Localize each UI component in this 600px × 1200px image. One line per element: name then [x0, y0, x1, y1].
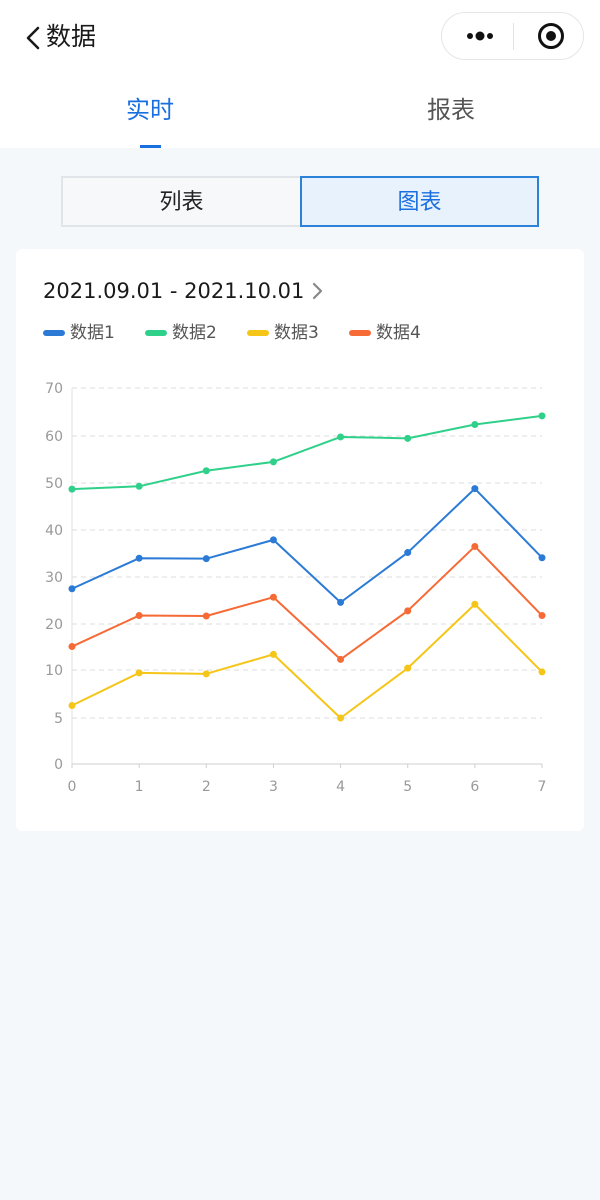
page-title: 数据: [46, 22, 97, 51]
legend-swatch-series3: [247, 330, 269, 336]
data-point-series4: [404, 607, 412, 615]
data-point-series1: [68, 585, 76, 593]
x-tick-label: 6: [470, 779, 479, 795]
series-line-4: [71, 545, 543, 661]
legend-swatch-series4: [349, 330, 371, 336]
data-point-series1: [538, 554, 546, 562]
legend-label: 数据3: [274, 323, 319, 343]
data-point-series4: [269, 593, 277, 601]
chart-card: 2021.09.01 - 2021.10.01 数据1 数据2 数据3 数据4 …: [16, 249, 584, 831]
chevron-right-icon[interactable]: [309, 279, 325, 303]
data-point-series3: [202, 670, 210, 678]
data-point-series2: [135, 482, 143, 490]
y-tick-label: 5: [54, 711, 63, 727]
tab-report[interactable]: 报表: [427, 96, 475, 124]
segment-chart-button[interactable]: 图表: [300, 176, 539, 227]
y-tick-label: 10: [45, 663, 63, 679]
data-point-series2: [68, 485, 76, 493]
data-point-series3: [68, 702, 76, 710]
x-tick-label: 3: [269, 779, 278, 795]
data-point-series2: [404, 434, 412, 442]
date-range-label[interactable]: 2021.09.01 - 2021.10.01: [43, 279, 305, 303]
data-point-series1: [404, 549, 412, 557]
data-point-series1: [471, 485, 479, 493]
legend-label: 数据4: [376, 323, 421, 343]
data-point-series4: [135, 612, 143, 620]
mini-program-capsule: [441, 12, 584, 60]
data-point-series1: [135, 554, 143, 562]
legend-swatch-series2: [145, 330, 167, 336]
target-circle-icon[interactable]: [530, 21, 572, 51]
series-line-1: [71, 487, 543, 604]
data-point-series2: [337, 433, 345, 441]
y-tick-label: 60: [45, 429, 63, 445]
data-point-series3: [135, 669, 143, 677]
y-tick-label: 30: [45, 570, 63, 586]
x-tick-label: 0: [68, 779, 77, 795]
series-line-2: [71, 414, 543, 491]
x-tick-label: 2: [202, 779, 211, 795]
y-tick-label: 70: [45, 381, 63, 397]
data-point-series3: [404, 664, 412, 672]
y-tick-label: 20: [45, 617, 63, 633]
x-tick-label: 4: [336, 779, 345, 795]
data-point-series2: [269, 458, 277, 466]
data-point-series1: [269, 536, 277, 544]
legend-label: 数据2: [172, 323, 217, 343]
data-point-series2: [202, 467, 210, 475]
data-point-series2: [538, 412, 546, 420]
data-point-series4: [68, 643, 76, 651]
data-point-series1: [202, 555, 210, 563]
data-point-series3: [471, 600, 479, 608]
data-point-series2: [471, 420, 479, 428]
x-tick-label: 5: [403, 779, 412, 795]
navigation-bar: 数据: [0, 0, 600, 76]
chevron-left-icon[interactable]: [20, 20, 48, 56]
series-line-3: [71, 603, 543, 719]
y-tick-label: 40: [45, 523, 63, 539]
data-point-series3: [538, 668, 546, 676]
data-point-series4: [337, 655, 345, 663]
more-dots-icon[interactable]: [456, 21, 512, 51]
line-chart: 0 5 10 20 30 40 50 60 70 0 1 2 3 4 5 6 7: [45, 381, 547, 795]
legend-swatch-series1: [43, 330, 65, 336]
data-point-series4: [538, 612, 546, 620]
data-point-series3: [269, 650, 277, 658]
top-tabs: 实时 报表: [0, 76, 600, 148]
x-tick-label: 7: [538, 779, 547, 795]
data-point-series1: [337, 598, 345, 606]
active-tab-indicator: [140, 145, 161, 148]
data-point-series3: [337, 714, 345, 722]
x-tick-label: 1: [135, 779, 144, 795]
y-tick-label: 0: [54, 757, 63, 773]
data-point-series4: [202, 612, 210, 620]
capsule-divider: [513, 23, 514, 50]
tab-realtime[interactable]: 实时: [126, 96, 174, 124]
view-segmented-control: 列表 图表: [61, 176, 539, 227]
legend-label: 数据1: [70, 323, 115, 343]
segment-list-button[interactable]: 列表: [61, 176, 300, 227]
y-tick-label: 50: [45, 476, 63, 492]
data-point-series4: [471, 542, 479, 550]
